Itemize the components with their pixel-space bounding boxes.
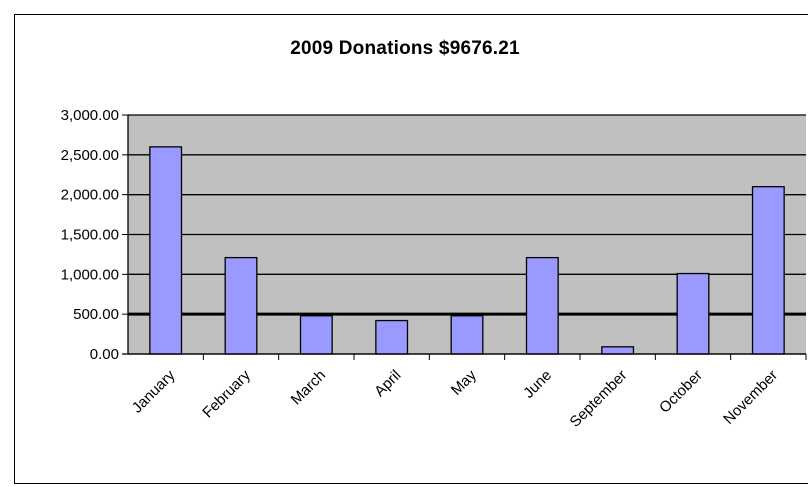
chart-title: 2009 Donations $9676.21	[290, 38, 520, 59]
y-tick-label: 1,500.00	[61, 227, 119, 244]
y-tick-label: 1,000.00	[61, 266, 119, 283]
bar-october	[676, 272, 710, 355]
bars	[149, 146, 785, 355]
x-tick-label: April	[371, 367, 404, 400]
x-tick-label: June	[520, 367, 555, 402]
x-tick-label: January	[129, 366, 179, 416]
y-tick-label: 0.00	[90, 346, 119, 363]
bar-september	[601, 346, 635, 355]
x-tick-label: September	[567, 367, 631, 431]
y-tick-label: 500.00	[73, 306, 119, 323]
x-tick-label: May	[448, 366, 480, 398]
y-tick-label: 2,000.00	[61, 187, 119, 204]
bar-january	[149, 146, 183, 355]
x-tick-label: February	[199, 366, 254, 421]
x-tick-label: October	[656, 367, 706, 417]
bar-april	[375, 319, 409, 355]
bar-may	[450, 315, 484, 355]
y-tick-label: 2,500.00	[61, 147, 119, 164]
x-axis: January February March April May June Septembe…	[122, 353, 807, 431]
bar-march	[299, 315, 333, 355]
y-axis: 0.00 500.00 1,000.00 1,500.00 2,000.00 2,500.…	[61, 107, 129, 363]
bar-november	[751, 186, 785, 355]
bar-june	[525, 256, 559, 355]
x-tick-label: March	[288, 367, 329, 408]
y-tick-label: 3,000.00	[61, 107, 119, 124]
bar-february	[224, 256, 258, 355]
x-tick-label: November	[720, 367, 781, 428]
